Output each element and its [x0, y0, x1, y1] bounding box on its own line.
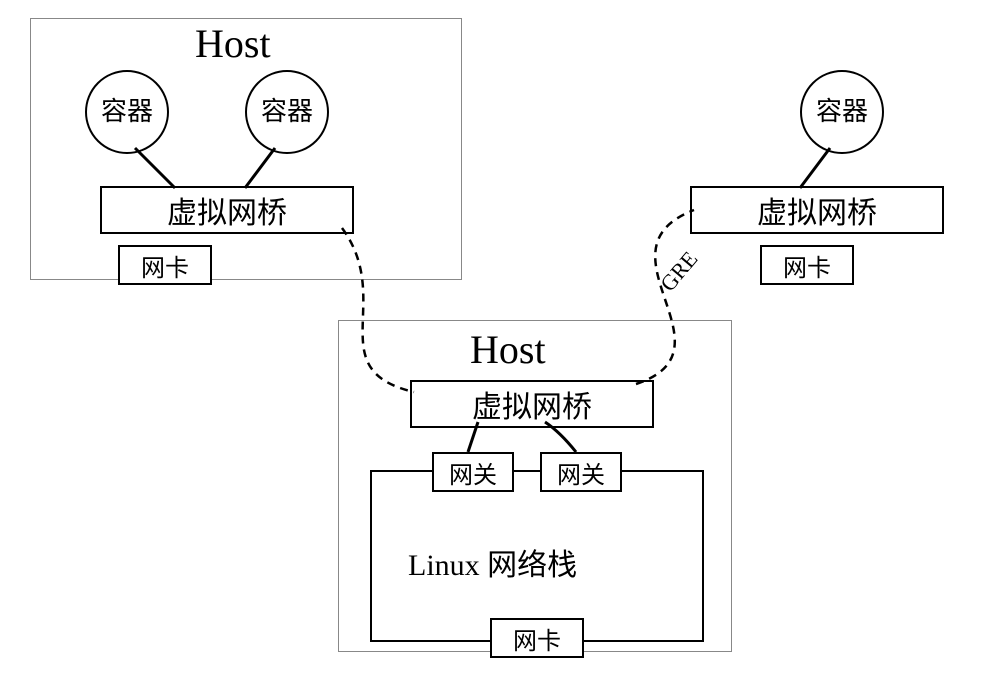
container-label: 容器 — [261, 98, 313, 127]
linux-stack-label: Linux 网络栈 — [408, 540, 577, 584]
host1-bridge: 虚拟网桥 — [100, 186, 354, 234]
bridge-label: 虚拟网桥 — [757, 188, 877, 232]
host1-nic: 网卡 — [118, 245, 212, 285]
container-label: 容器 — [101, 98, 153, 127]
gateway-2: 网关 — [540, 452, 622, 492]
bridge-label: 虚拟网桥 — [472, 382, 592, 426]
gateway-label: 网关 — [449, 455, 497, 490]
host2-nic: 网卡 — [490, 618, 584, 658]
right-nic: 网卡 — [760, 245, 854, 285]
right-container: 容器 — [800, 70, 884, 154]
nic-label: 网卡 — [141, 248, 189, 283]
nic-label: 网卡 — [513, 621, 561, 656]
bridge-label: 虚拟网桥 — [167, 188, 287, 232]
host2-bridge: 虚拟网桥 — [410, 380, 654, 428]
diagram-canvas: Host 容器 容器 虚拟网桥 网卡 容器 虚拟网桥 网卡 Host 虚拟网桥 … — [0, 0, 1000, 682]
gre-label: GRE — [655, 246, 703, 296]
gateway-1: 网关 — [432, 452, 514, 492]
line-rc-bridge — [800, 148, 830, 188]
host2-title: Host — [470, 326, 546, 373]
right-bridge: 虚拟网桥 — [690, 186, 944, 234]
container-label: 容器 — [816, 98, 868, 127]
host1-container-2: 容器 — [245, 70, 329, 154]
gateway-label: 网关 — [557, 455, 605, 490]
host1-title: Host — [195, 20, 271, 67]
host1-container-1: 容器 — [85, 70, 169, 154]
nic-label: 网卡 — [783, 248, 831, 283]
